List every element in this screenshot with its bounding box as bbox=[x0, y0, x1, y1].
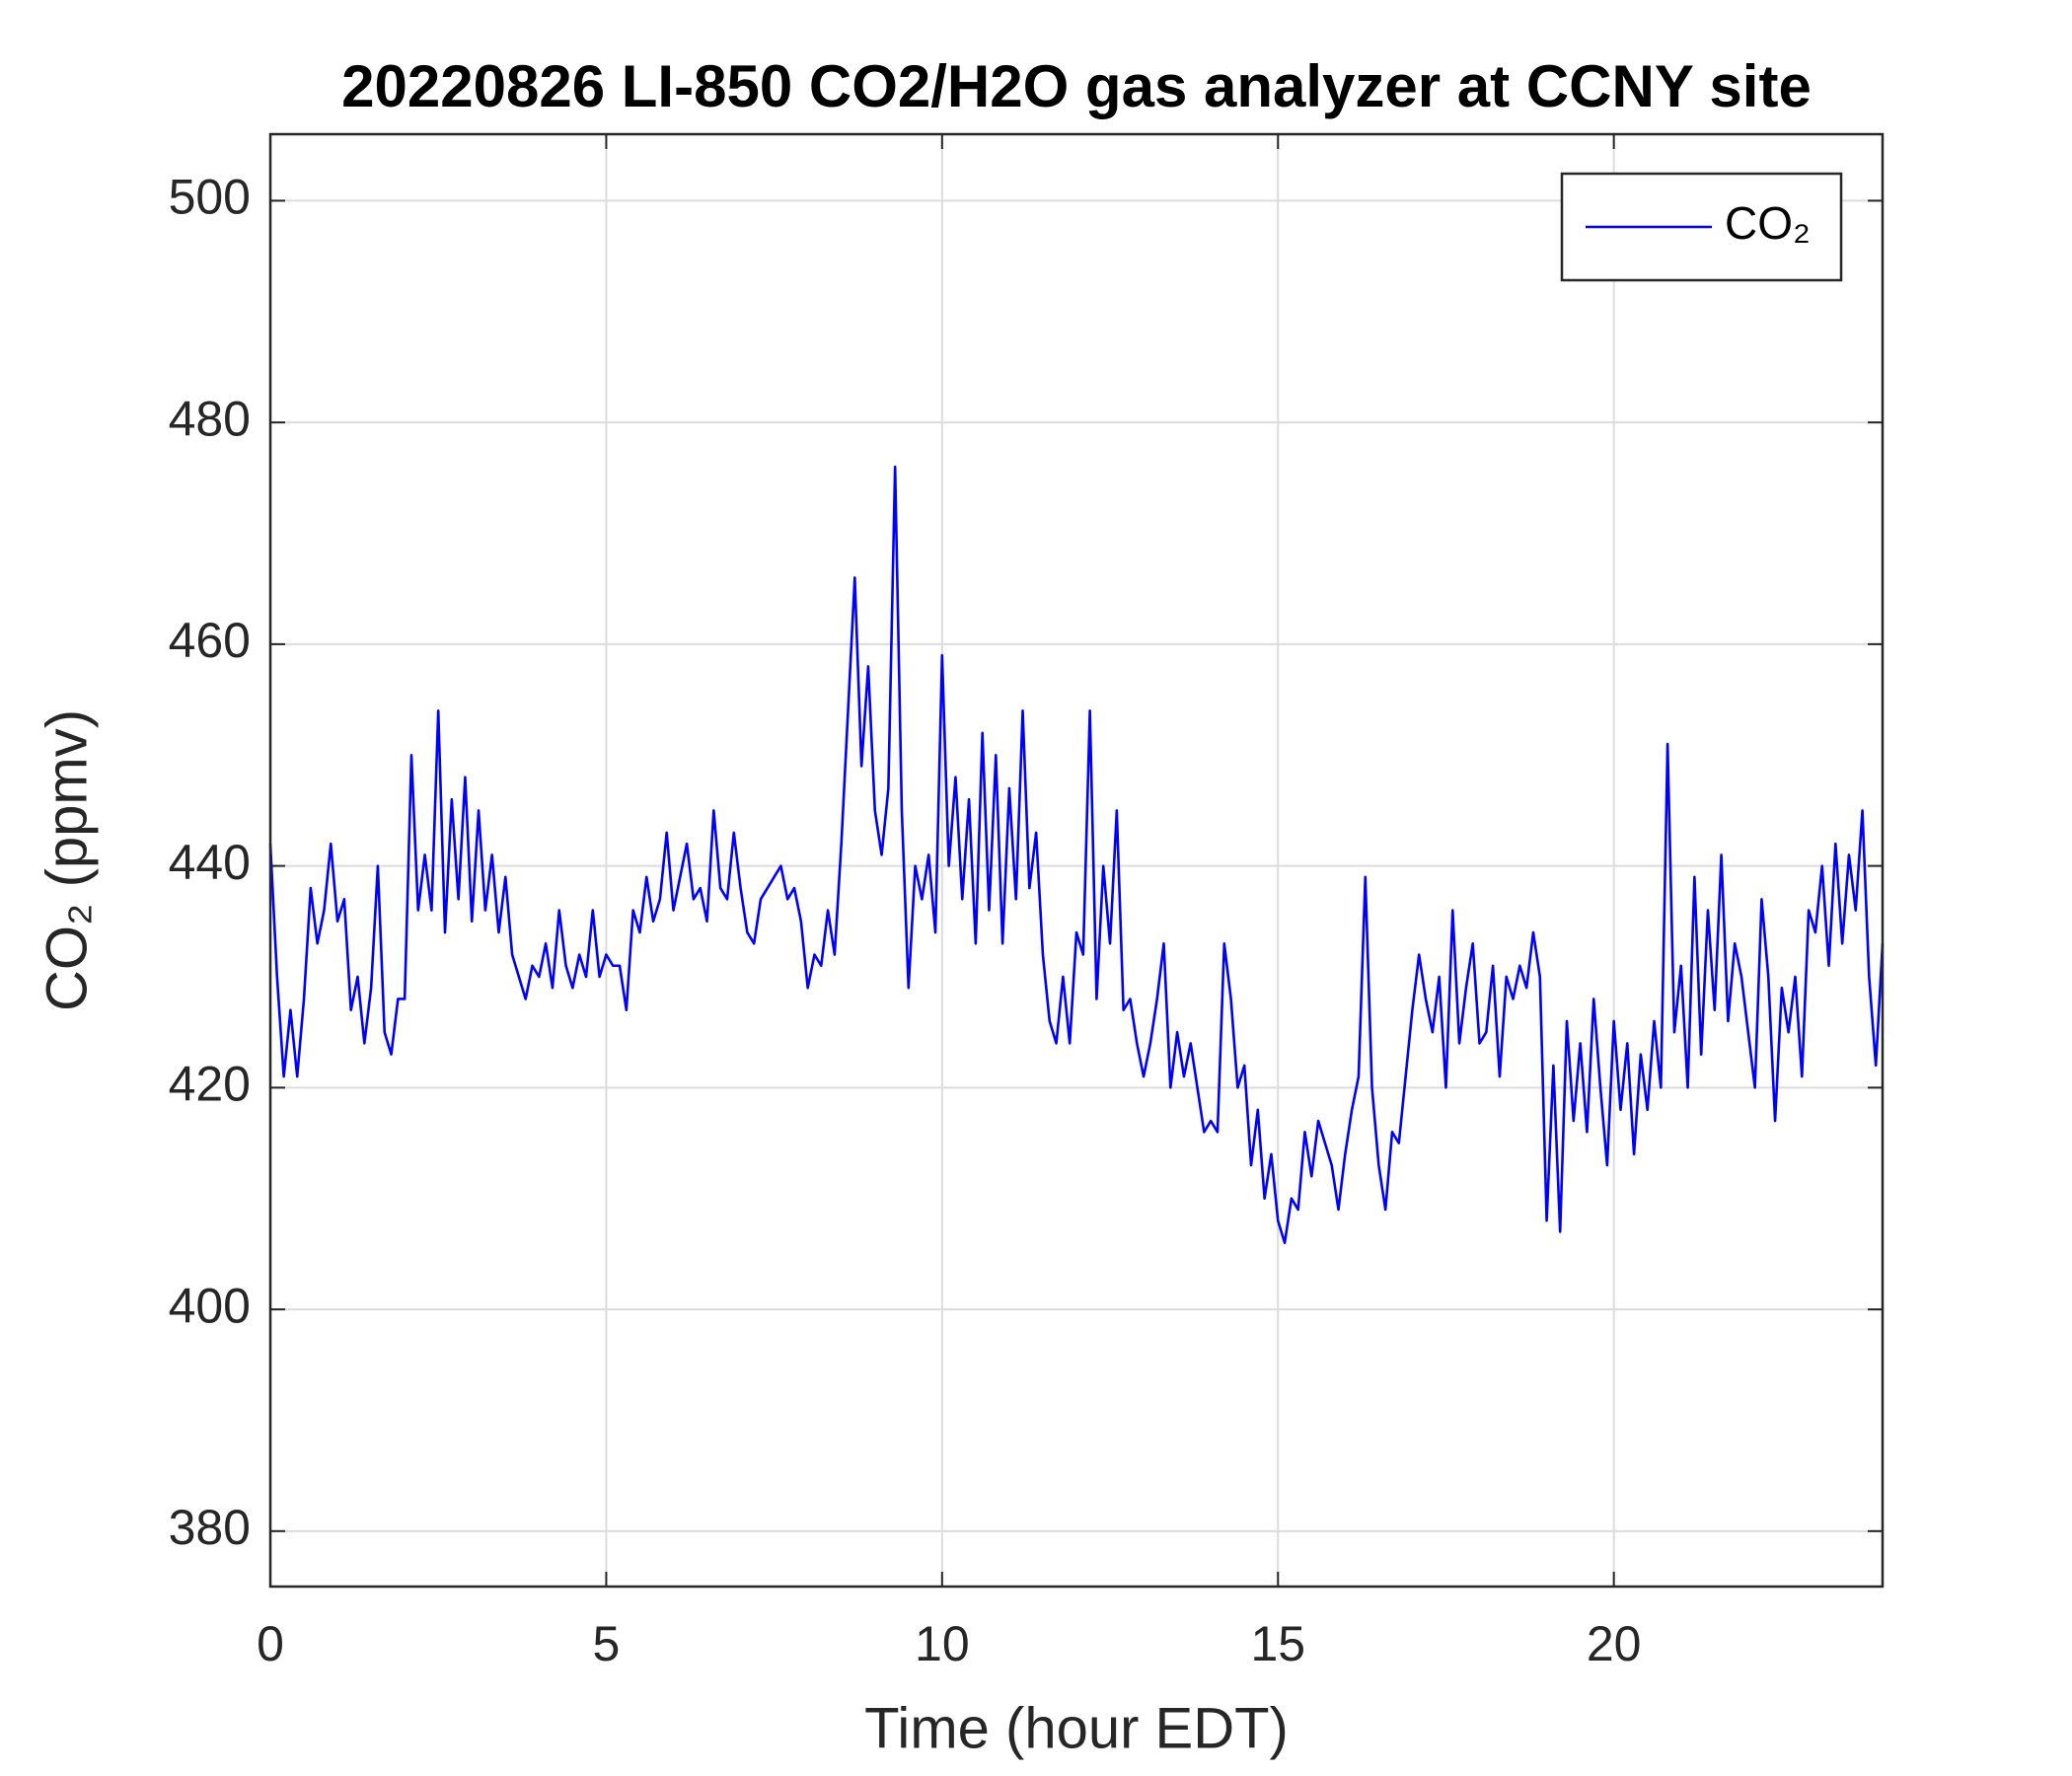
x-tick-label: 15 bbox=[1250, 1616, 1305, 1671]
data-line bbox=[268, 465, 1885, 1244]
y-axis-label: CO₂ (ppmv) bbox=[35, 709, 99, 1011]
legend-label: CO₂ bbox=[1725, 197, 1811, 249]
x-axis-label: Time (hour EDT) bbox=[864, 1696, 1289, 1760]
y-tick-label: 380 bbox=[169, 1500, 251, 1555]
y-tick-label: 460 bbox=[169, 613, 251, 668]
x-tick-label: 0 bbox=[257, 1616, 284, 1671]
x-tick-label: 10 bbox=[915, 1616, 970, 1671]
y-tick-label: 500 bbox=[169, 170, 251, 225]
x-tick-label: 5 bbox=[593, 1616, 621, 1671]
x-tick-label: 20 bbox=[1587, 1616, 1642, 1671]
y-tick-label: 440 bbox=[169, 835, 251, 890]
chart-title: 20220826 LI-850 CO2/H2O gas analyzer at … bbox=[341, 53, 1812, 119]
y-tick-label: 420 bbox=[169, 1057, 251, 1112]
y-tick-label: 480 bbox=[169, 391, 251, 446]
y-tick-label: 400 bbox=[169, 1278, 251, 1333]
plot-frame bbox=[268, 132, 1885, 1589]
